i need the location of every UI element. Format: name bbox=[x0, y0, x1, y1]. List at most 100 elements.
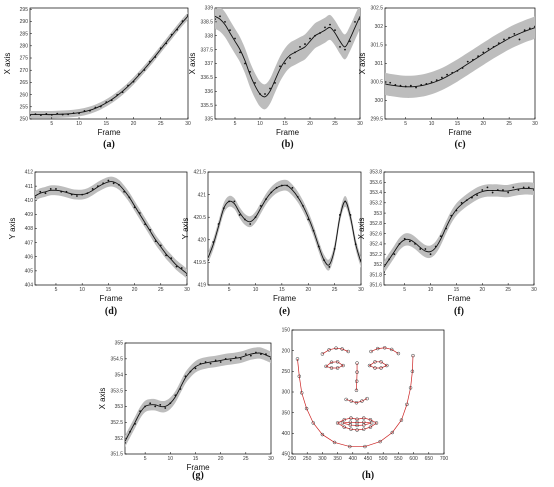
data-point-g-5 bbox=[144, 405, 147, 408]
data-point-b-12 bbox=[269, 87, 271, 90]
x-tick-label-h: 350 bbox=[333, 456, 342, 462]
y-tick-label-c: 301.5 bbox=[370, 43, 383, 49]
x-tick-label-a: 20 bbox=[131, 121, 137, 127]
data-point-f-20 bbox=[481, 189, 484, 191]
y-tick-label-b: 338 bbox=[205, 33, 214, 39]
data-point-a-13 bbox=[94, 106, 97, 109]
x-tick-label-c: 25 bbox=[506, 121, 512, 127]
panel-g: 5 10 15 20 25 30 351.5 352 352.5 353 353.5 354 354.5… bbox=[98, 341, 274, 481]
x-tick-label-b: 15 bbox=[282, 121, 288, 127]
y-tick-label-f: 353 bbox=[374, 211, 383, 217]
landmark-contour-7 bbox=[368, 361, 388, 369]
data-point-d-3 bbox=[44, 192, 47, 195]
y-tick-label-b: 338.5 bbox=[200, 20, 213, 26]
panel-caption-h: (h) bbox=[362, 470, 374, 481]
data-point-c-4 bbox=[399, 84, 402, 87]
x-axis-label-a: Frame bbox=[97, 128, 121, 137]
data-point-g-15 bbox=[194, 367, 197, 370]
panel-caption-b: (b) bbox=[281, 139, 293, 150]
data-point-c-5 bbox=[404, 85, 407, 88]
x-tick-label-a: 25 bbox=[158, 121, 164, 127]
landmark-point-1-16 bbox=[411, 353, 415, 358]
data-point-e-9 bbox=[249, 223, 252, 225]
data-point-c-11 bbox=[435, 79, 438, 82]
data-point-a-20 bbox=[132, 80, 135, 83]
y-tick-label-a: 290 bbox=[20, 19, 29, 25]
x-tick-label-c: 30 bbox=[532, 121, 538, 127]
landmark-point-6-6 bbox=[329, 366, 334, 370]
x-tick-label-d: 15 bbox=[106, 287, 112, 293]
x-tick-label-a: 30 bbox=[185, 121, 191, 127]
data-point-b-19 bbox=[304, 43, 306, 45]
data-point-g-22 bbox=[229, 359, 232, 362]
y-tick-label-f: 353.6 bbox=[369, 180, 382, 186]
data-point-a-27 bbox=[170, 33, 173, 36]
landmark-point-8-12 bbox=[342, 425, 347, 429]
data-point-d-8 bbox=[70, 193, 73, 196]
data-point-g-7 bbox=[154, 405, 157, 408]
data-point-f-3 bbox=[393, 253, 396, 256]
landmark-point-3-2 bbox=[375, 346, 380, 351]
data-point-d-19 bbox=[128, 196, 131, 199]
y-tick-label-g: 354 bbox=[115, 372, 124, 378]
data-point-e-22 bbox=[317, 245, 320, 248]
data-point-a-28 bbox=[176, 28, 179, 31]
y-tick-label-c: 300.5 bbox=[370, 80, 383, 86]
x-tick-label-e: 20 bbox=[305, 287, 311, 293]
data-point-c-25 bbox=[508, 36, 511, 39]
data-point-e-28 bbox=[349, 214, 352, 216]
x-axis-label-g: Frame bbox=[186, 463, 210, 472]
data-point-f-23 bbox=[496, 189, 499, 191]
landmark-point-1-13 bbox=[405, 402, 409, 407]
data-point-b-26 bbox=[339, 45, 341, 48]
landmark-point-9-1 bbox=[340, 421, 345, 425]
panel-caption-e: (e) bbox=[279, 306, 290, 317]
y-tick-label-g: 351.5 bbox=[110, 452, 123, 458]
y-tick-label-f: 352.4 bbox=[369, 242, 382, 248]
panel-caption-g: (g) bbox=[192, 470, 204, 481]
data-point-g-26 bbox=[249, 354, 252, 357]
y-tick-label-a: 255 bbox=[20, 105, 29, 111]
panel-caption-d: (d) bbox=[105, 306, 117, 317]
y-tick-label-d: 410 bbox=[25, 198, 34, 204]
landmark-contour-1 bbox=[297, 355, 414, 447]
data-point-c-6 bbox=[409, 84, 412, 87]
x-tick-label-g: 10 bbox=[168, 456, 174, 462]
panel-caption-c: (c) bbox=[454, 139, 465, 150]
y-axis-label-f: X axis bbox=[357, 218, 366, 240]
data-point-c-18 bbox=[472, 58, 474, 61]
data-point-a-5 bbox=[50, 113, 53, 116]
data-point-g-2 bbox=[129, 430, 131, 433]
data-point-c-22 bbox=[492, 45, 495, 48]
confidence-band-c bbox=[385, 16, 535, 98]
landmark-contour-3 bbox=[370, 347, 399, 354]
x-tick-label-h: 200 bbox=[288, 456, 297, 462]
landmark-point-8-10 bbox=[355, 428, 359, 432]
y-tick-label-h: 200 bbox=[282, 348, 291, 354]
data-point-a-17 bbox=[116, 93, 119, 96]
data-point-e-3 bbox=[217, 223, 220, 225]
data-point-b-27 bbox=[344, 48, 346, 51]
landmark-point-6-3 bbox=[335, 360, 340, 364]
landmark-point-7-3 bbox=[379, 360, 383, 364]
y-tick-label-g: 353.5 bbox=[110, 388, 123, 394]
data-point-g-20 bbox=[219, 361, 222, 363]
landmark-point-8-3 bbox=[349, 416, 353, 420]
data-point-f-15 bbox=[455, 209, 458, 212]
landmark-point-1-1 bbox=[295, 357, 300, 361]
data-point-e-17 bbox=[291, 186, 294, 189]
data-point-e-14 bbox=[275, 186, 278, 189]
landmark-point-1-9 bbox=[363, 444, 367, 449]
landmark-point-2-3 bbox=[334, 346, 338, 350]
landmark-point-8-9 bbox=[361, 427, 366, 431]
landmark-point-3-1 bbox=[369, 349, 373, 354]
x-tick-label-d: 20 bbox=[132, 287, 138, 293]
x-tick-label-h: 250 bbox=[303, 456, 312, 462]
y-axis-label-g: X axis bbox=[98, 388, 107, 410]
y-tick-label-h: 350 bbox=[282, 410, 291, 416]
data-point-g-21 bbox=[224, 357, 227, 360]
x-tick-label-c: 20 bbox=[480, 121, 486, 127]
x-tick-label-c: 10 bbox=[429, 121, 435, 127]
y-axis-label-a: X axis bbox=[3, 53, 12, 75]
